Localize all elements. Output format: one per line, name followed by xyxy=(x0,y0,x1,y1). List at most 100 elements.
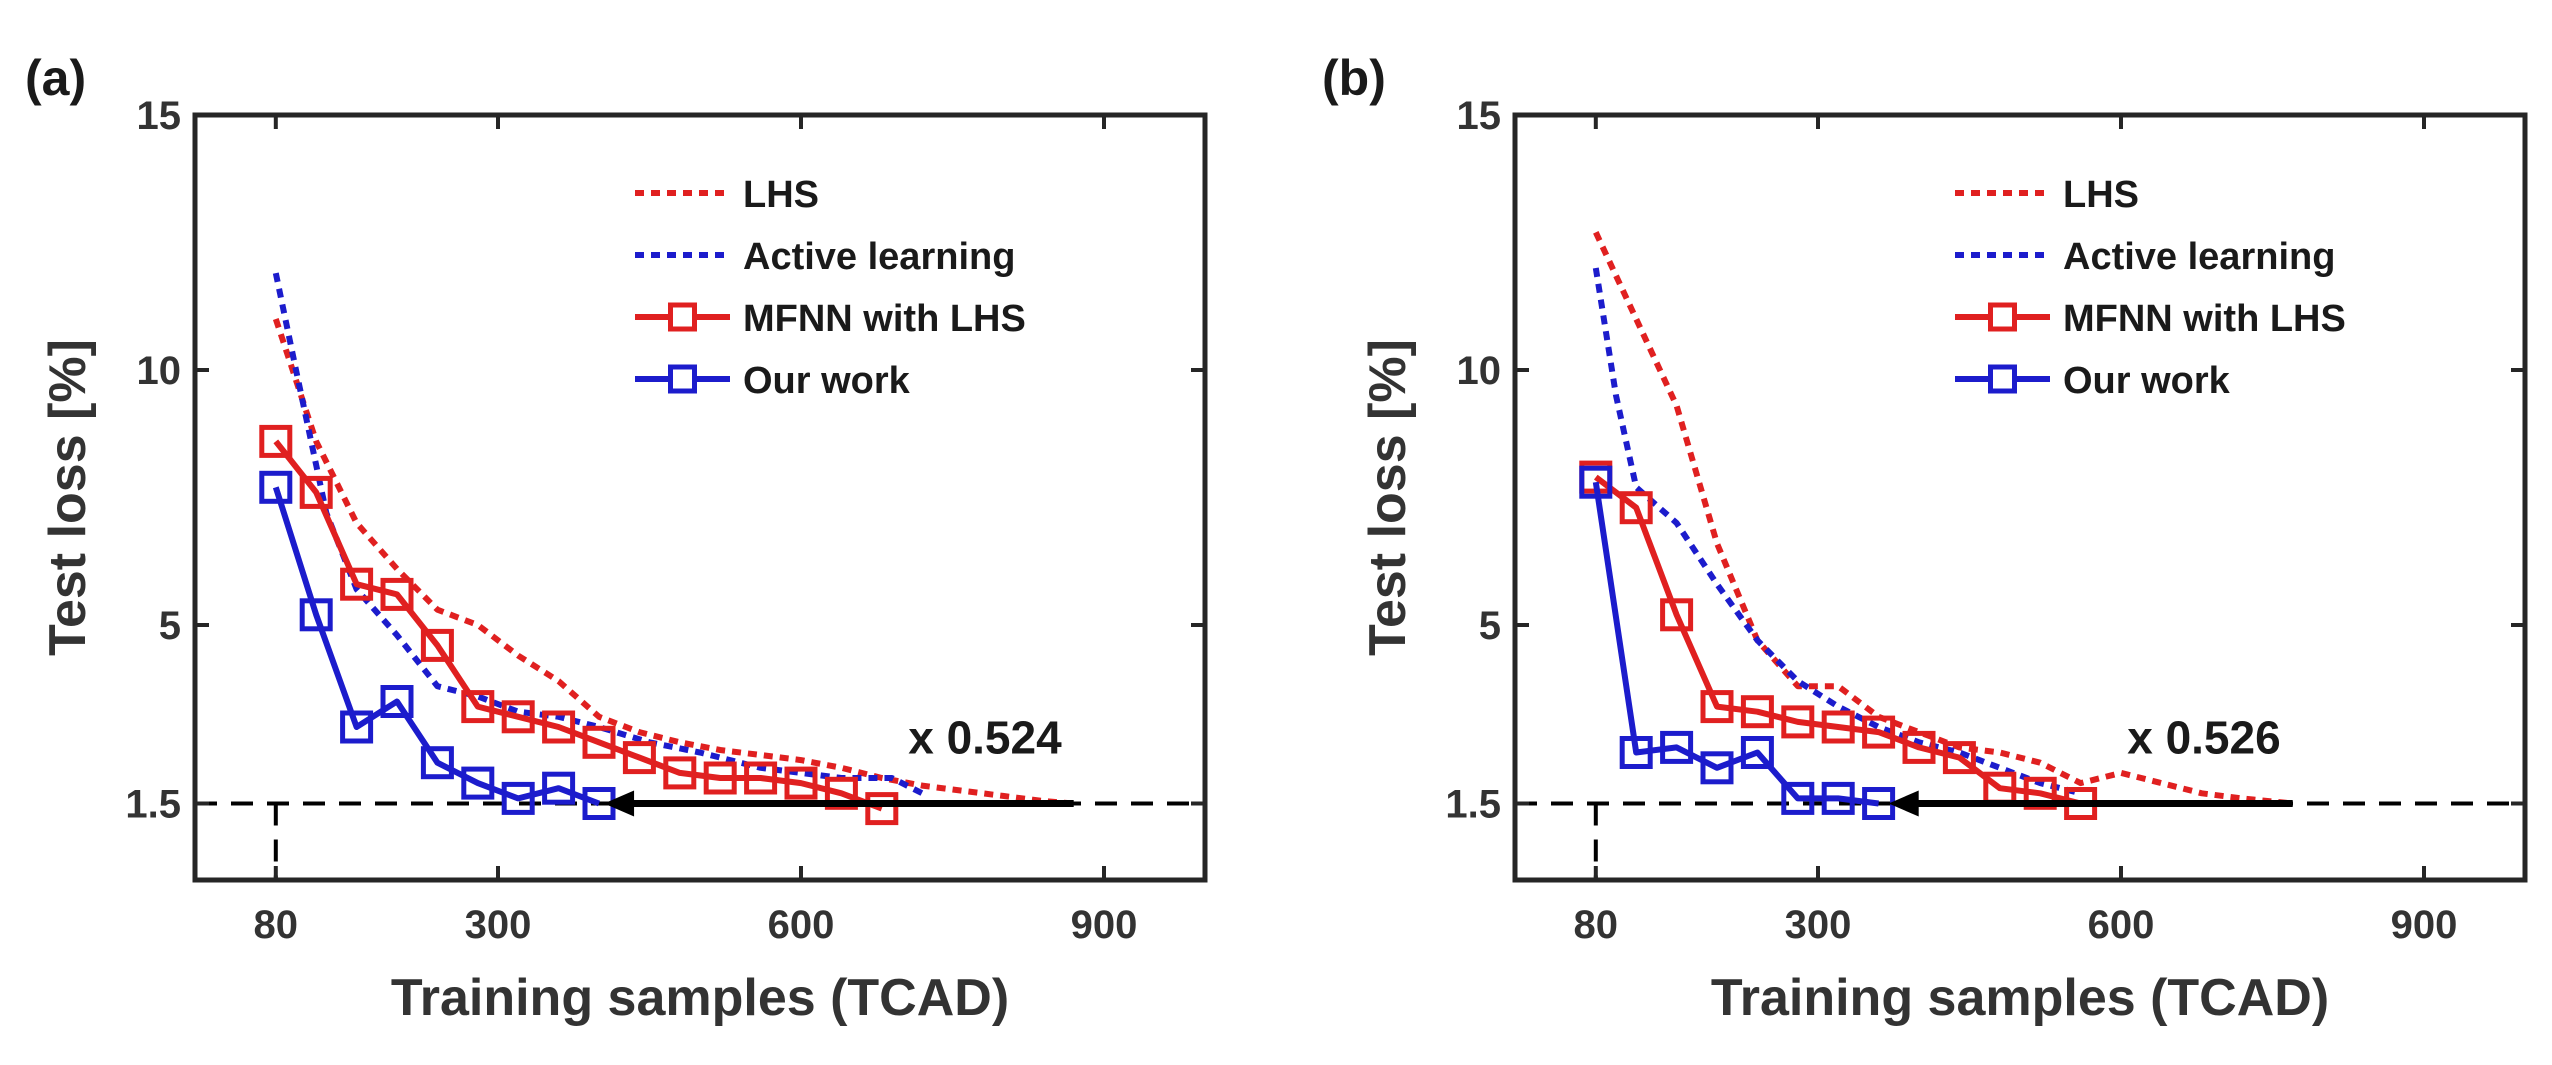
legend-label: Active learning xyxy=(2063,236,2335,278)
x-tick-label: 80 xyxy=(254,903,299,947)
data-point xyxy=(1579,465,1613,499)
series-active-learning xyxy=(272,272,924,796)
data-point xyxy=(1660,598,1694,632)
x-tick-label: 900 xyxy=(2391,903,2458,947)
x-tick-label: 300 xyxy=(1785,903,1852,947)
data-point xyxy=(1821,710,1855,744)
data-point xyxy=(824,776,858,810)
plot-frame xyxy=(1512,112,2528,883)
x-tick-label: 300 xyxy=(465,903,532,947)
data-point xyxy=(1862,715,1896,749)
data-point xyxy=(259,470,293,504)
y-axis-title: Test loss [%] xyxy=(39,339,97,656)
x-tick-label: 80 xyxy=(1574,903,1619,947)
data-point xyxy=(461,766,495,800)
data-point xyxy=(1740,695,1774,729)
data-point xyxy=(1902,730,1936,764)
data-point xyxy=(582,725,616,759)
data-point xyxy=(1821,781,1855,815)
panel-label: (a) xyxy=(25,50,86,106)
y-tick-label: 5 xyxy=(1479,604,1501,648)
x-axis-title: Training samples (TCAD) xyxy=(1711,969,2329,1027)
y-tick-label: 15 xyxy=(137,94,182,138)
series-line-mfnn-with-lhs xyxy=(273,439,883,812)
chart-panel-b: (b) x 0.526 LHS Active learning MFNN with LH… xyxy=(1322,50,2528,1027)
legend-label: LHS xyxy=(743,174,819,216)
legend-label: MFNN with LHS xyxy=(743,298,1026,340)
data-point xyxy=(461,690,495,724)
data-point xyxy=(622,741,656,775)
data-point xyxy=(420,628,454,662)
legend-item-lhs: LHS xyxy=(635,174,819,216)
annotation-arrow-head xyxy=(1888,790,1919,817)
legend-item-our-work: Our work xyxy=(1955,360,2231,402)
data-point xyxy=(1781,705,1815,739)
annotation-label: x 0.524 xyxy=(908,712,1062,764)
data-point xyxy=(784,766,818,800)
series-mfnn-with-lhs xyxy=(1579,460,2098,820)
legend-label: Active learning xyxy=(743,236,1015,278)
legend-item-mfnn-with-lhs: MFNN with LHS xyxy=(1955,298,2346,340)
series-lhs xyxy=(1593,231,2294,807)
data-point xyxy=(1619,491,1653,525)
legend-item-active-learning: Active learning xyxy=(1955,236,2335,278)
data-point xyxy=(663,756,697,790)
series-mfnn-with-lhs xyxy=(259,424,899,826)
data-point xyxy=(501,700,535,734)
series-line-lhs xyxy=(1593,231,2294,807)
plot-frame xyxy=(192,112,1208,883)
x-tick-label: 600 xyxy=(2088,903,2155,947)
data-point xyxy=(259,424,293,458)
panel-label: (b) xyxy=(1322,50,1386,106)
data-point xyxy=(1781,781,1815,815)
legend-label: LHS xyxy=(2063,174,2139,216)
y-tick-label: 15 xyxy=(1457,94,1502,138)
data-point xyxy=(703,761,737,795)
data-point xyxy=(1942,741,1976,775)
legend-label: Our work xyxy=(2063,360,2231,402)
data-point xyxy=(1660,730,1694,764)
legend-marker xyxy=(1988,364,2017,394)
series-line-active-learning xyxy=(272,272,924,796)
data-point xyxy=(340,567,374,601)
legend-item-mfnn-with-lhs: MFNN with LHS xyxy=(635,298,1026,340)
y-tick-label: 10 xyxy=(137,349,182,393)
data-point xyxy=(542,771,576,805)
data-point xyxy=(501,781,535,815)
x-tick-label: 600 xyxy=(768,903,835,947)
data-point xyxy=(299,598,333,632)
legend-item-our-work: Our work xyxy=(635,360,911,402)
series-line-mfnn-with-lhs xyxy=(1593,474,2082,807)
y-tick-label: 10 xyxy=(1457,349,1502,393)
data-point xyxy=(1740,736,1774,769)
data-point xyxy=(380,577,414,611)
data-point xyxy=(542,710,576,744)
legend-item-lhs: LHS xyxy=(1955,174,2139,216)
annotation-arrow-head xyxy=(604,790,635,817)
data-point xyxy=(744,761,778,795)
x-axis-title: Training samples (TCAD) xyxy=(391,969,1009,1027)
data-point xyxy=(380,685,414,718)
annotation-label: x 0.526 xyxy=(2127,712,2280,764)
x-tick-label: 900 xyxy=(1071,903,1138,947)
data-point xyxy=(865,792,899,826)
data-point xyxy=(299,475,333,509)
data-point xyxy=(1619,736,1653,769)
legend-marker xyxy=(668,364,697,394)
data-point xyxy=(340,710,374,744)
chart-panel-a: (a) x 0.524 LHS Active learning MFNN with LH… xyxy=(25,50,1208,1027)
data-point xyxy=(420,746,454,780)
data-point xyxy=(1700,690,1734,724)
y-tick-label: 1.5 xyxy=(1445,783,1501,827)
legend-item-active-learning: Active learning xyxy=(635,236,1015,278)
y-axis-title: Test loss [%] xyxy=(1359,339,1417,656)
series-line-our-work xyxy=(1592,481,1879,807)
y-tick-label: 1.5 xyxy=(125,783,181,827)
series-our-work xyxy=(259,470,616,820)
legend-marker xyxy=(1988,302,2017,332)
legend-label: MFNN with LHS xyxy=(2063,298,2346,340)
data-point xyxy=(2023,776,2057,810)
y-tick-label: 5 xyxy=(159,604,181,648)
data-point xyxy=(1700,751,1734,785)
